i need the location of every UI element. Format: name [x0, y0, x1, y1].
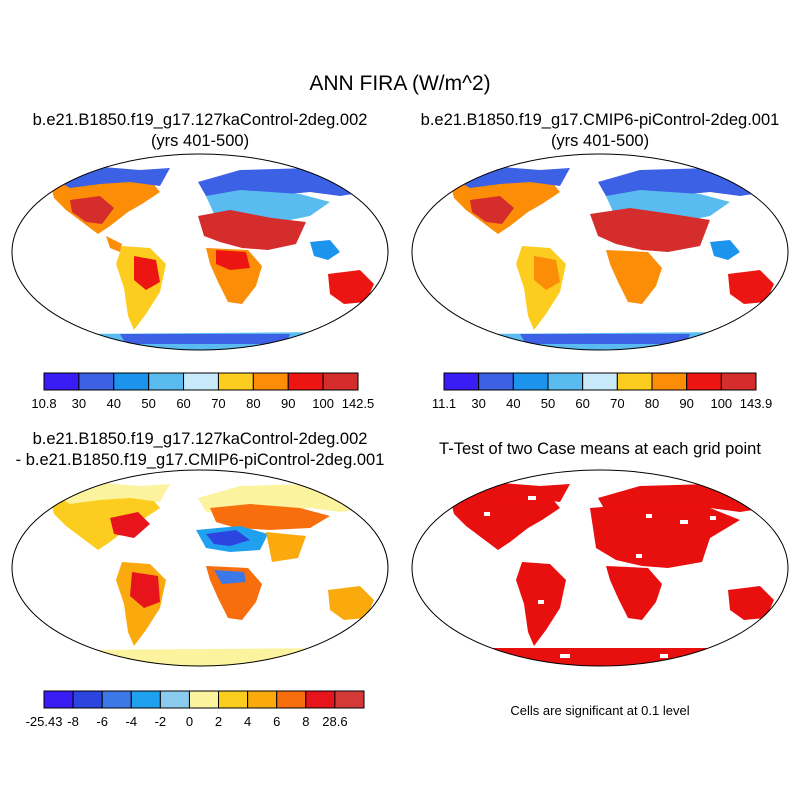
colorbar-tick-label: -2	[155, 714, 167, 729]
panel-title-control-127ka: b.e21.B1850.f19_g17.127kaControl-2deg.00…	[0, 110, 400, 152]
colorbar-picontrol: 11.1 30 40 50 60 70 80 90 100 143.9	[432, 372, 772, 411]
significance-note: Cells are significant at 0.1 level	[510, 703, 690, 718]
colorbar-tick-label: -6	[96, 714, 108, 729]
colorbar-tick-label: 6	[273, 714, 280, 729]
colorbar-swatch	[512, 372, 549, 391]
colorbar-tick-label: 142.5	[342, 396, 375, 411]
colorbar-swatch	[720, 372, 757, 391]
panel-title-picontrol: b.e21.B1850.f19_g17.CMIP6-piControl-2deg…	[400, 110, 800, 152]
colorbar-tick-label: 2	[215, 714, 222, 729]
colorbar-swatch	[287, 372, 324, 391]
colorbar-swatch	[159, 690, 190, 709]
colorbar-swatch	[478, 372, 514, 391]
colorbar-tick-label: 90	[679, 396, 693, 411]
colorbar-swatch	[43, 690, 74, 709]
colorbar-swatch	[130, 690, 161, 709]
colorbar-tick-label: 4	[244, 714, 251, 729]
panel-title-line2: (yrs 401-500)	[150, 132, 250, 150]
colorbar-tick-label: 60	[176, 396, 190, 411]
colorbar-tick-label: 10.8	[31, 396, 56, 411]
panel-title-line1: b.e21.B1850.f19_g17.127kaControl-2deg.00…	[32, 111, 368, 129]
colorbar-tick-label: 0	[186, 714, 193, 729]
colorbar-swatch	[334, 690, 365, 709]
colorbar-swatch	[78, 372, 115, 391]
colorbar-swatch	[148, 372, 185, 391]
colorbar-tick-label: 60	[575, 396, 589, 411]
colorbar-swatch	[183, 372, 219, 391]
map-picontrol	[411, 153, 789, 351]
colorbar-swatch	[686, 372, 722, 391]
colorbar-tick-label: 70	[610, 396, 624, 411]
colorbar-swatch	[218, 690, 249, 709]
colorbar-127ka-control: 10.8 30 40 50 60 70 80 90 100 142.5	[31, 372, 374, 411]
colorbar-tick-label: 80	[246, 396, 260, 411]
colorbar-swatch	[651, 372, 688, 391]
colorbar-swatch	[276, 690, 307, 709]
colorbar-tick-label: 50	[141, 396, 155, 411]
colorbar-swatch	[305, 690, 336, 709]
colorbar-tick-label: -8	[67, 714, 79, 729]
map-difference	[11, 469, 389, 667]
map-127ka-control	[11, 153, 389, 351]
panel-title-difference: b.e21.B1850.f19_g17.127kaControl-2deg.00…	[0, 429, 400, 471]
colorbar-tick-label: 40	[506, 396, 520, 411]
colorbar-tick-label: -4	[125, 714, 137, 729]
colorbar-tick-label: 40	[107, 396, 121, 411]
colorbar-tick-label: 50	[541, 396, 555, 411]
figure-title: ANN FIRA (W/m^2)	[309, 72, 491, 95]
panel-title-line1: b.e21.B1850.f19_g17.CMIP6-piControl-2deg…	[420, 111, 780, 129]
colorbar-swatch	[252, 372, 289, 391]
colorbar-swatch	[101, 690, 132, 709]
panel-title-line2: - b.e21.B1850.f19_g17.CMIP6-piControl-2d…	[15, 451, 385, 469]
panel-title-line1: b.e21.B1850.f19_g17.127kaControl-2deg.00…	[32, 430, 368, 448]
colorbar-swatch	[188, 690, 220, 709]
colorbar-tick-label: 143.9	[740, 396, 773, 411]
colorbar-swatch	[582, 372, 618, 391]
colorbar-tick-label: 70	[211, 396, 225, 411]
colorbar-swatch	[616, 372, 653, 391]
colorbar-tick-label: 30	[72, 396, 86, 411]
map-ttest-significance	[411, 469, 789, 667]
colorbar-swatch	[113, 372, 150, 391]
colorbar-tick-label: 11.1	[432, 396, 456, 411]
colorbar-swatch	[72, 690, 103, 709]
colorbar-difference: -25.43 -8 -6 -4 -2 0 2 4 6 8 28.6	[26, 690, 365, 729]
colorbar-swatch	[43, 372, 80, 391]
colorbar-tick-label: 8	[302, 714, 309, 729]
panel-title-ttest: T-Test of two Case means at each grid po…	[439, 440, 761, 458]
colorbar-tick-label: 100	[312, 396, 334, 411]
colorbar-tick-label: 90	[281, 396, 295, 411]
colorbar-swatch	[217, 372, 254, 391]
panel-title-line2: (yrs 401-500)	[550, 132, 650, 150]
colorbar-swatch	[443, 372, 480, 391]
colorbar-swatch	[247, 690, 278, 709]
colorbar-tick-label: 80	[645, 396, 659, 411]
colorbar-swatch	[547, 372, 584, 391]
colorbar-tick-label: 30	[471, 396, 485, 411]
colorbar-tick-label: 100	[710, 396, 732, 411]
colorbar-tick-label: 28.6	[322, 714, 347, 729]
colorbar-tick-label: -25.43	[26, 714, 63, 729]
colorbar-swatch	[322, 372, 359, 391]
